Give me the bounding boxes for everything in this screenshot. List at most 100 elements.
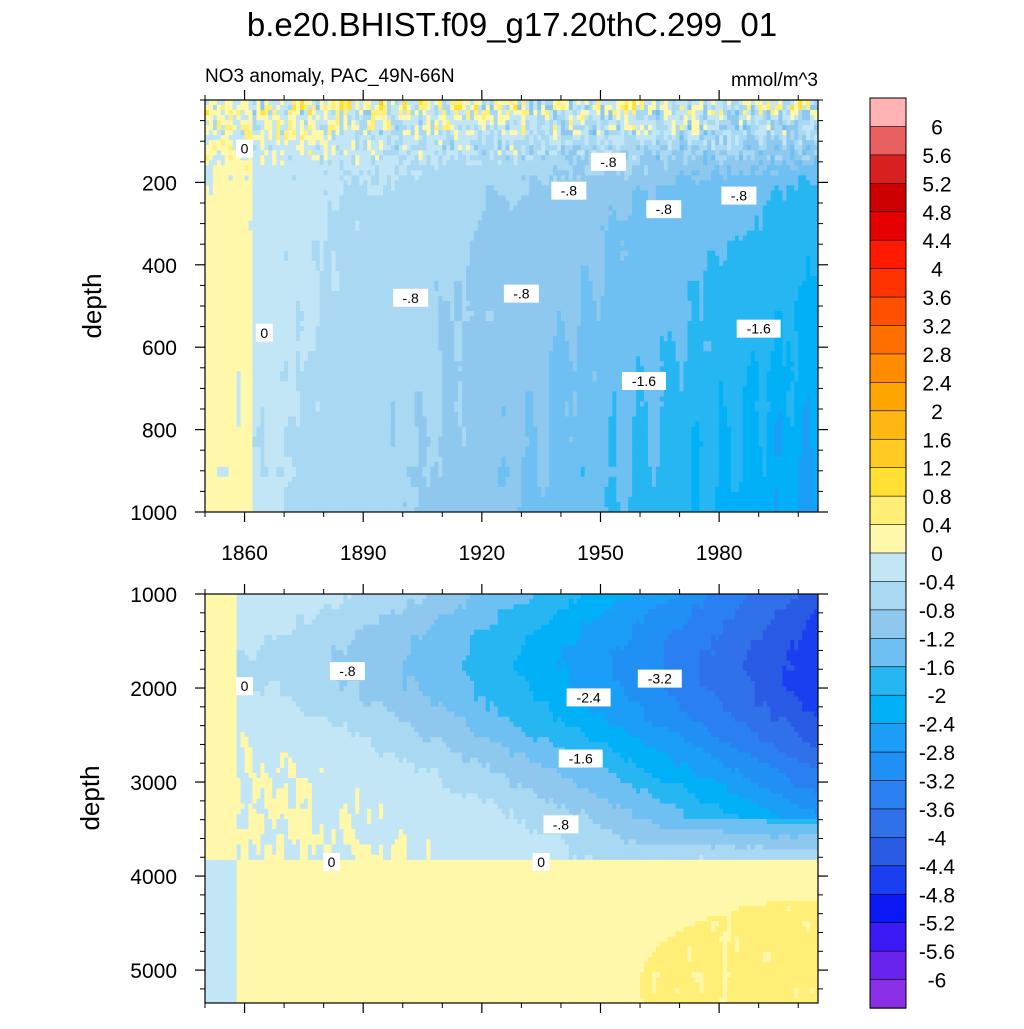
field-cell	[703, 105, 708, 111]
field-cell	[410, 210, 416, 217]
field-cell	[406, 255, 412, 262]
field-cell	[252, 195, 258, 202]
field-cell	[770, 115, 776, 121]
field-cell	[497, 235, 503, 242]
field-cell	[220, 115, 226, 121]
field-cell	[746, 160, 752, 166]
field-cell	[295, 135, 301, 141]
field-cell	[331, 115, 337, 121]
field-cell	[683, 120, 689, 126]
field-cell	[382, 205, 388, 212]
field-cell	[430, 245, 435, 252]
field-cell	[264, 235, 269, 242]
field-cell	[695, 120, 700, 126]
field-cell	[691, 200, 696, 207]
field-cell	[473, 130, 479, 136]
field-cell	[406, 180, 412, 187]
field-cell	[628, 140, 633, 146]
field-cell	[699, 230, 704, 237]
field-cell	[497, 145, 503, 151]
field-cell	[414, 255, 420, 262]
field-cell	[608, 125, 613, 131]
field-cell	[770, 235, 776, 242]
field-cell	[205, 120, 210, 126]
field-cell	[659, 160, 665, 166]
field-cell	[485, 190, 491, 197]
field-cell	[683, 100, 689, 106]
field-cell	[256, 240, 261, 247]
field-cell	[564, 140, 570, 146]
field-cell	[750, 125, 756, 131]
field-cell	[730, 250, 736, 257]
field-cell	[659, 130, 665, 136]
field-cell	[707, 100, 712, 106]
field-cell	[323, 110, 329, 116]
field-cell	[280, 175, 285, 181]
field-cell	[806, 110, 811, 116]
field-cell	[442, 165, 447, 171]
field-cell	[319, 230, 325, 237]
field-cell	[667, 105, 673, 111]
field-cell	[335, 175, 341, 181]
field-cell	[303, 185, 309, 192]
field-cell	[675, 240, 681, 247]
field-cell	[390, 200, 396, 207]
field-cell	[339, 100, 345, 106]
field-cell	[556, 255, 562, 262]
field-cell	[414, 220, 420, 227]
field-cell	[687, 210, 693, 217]
field-cell	[299, 105, 305, 111]
field-cell	[212, 120, 218, 126]
field-cell	[584, 195, 590, 202]
field-cell	[307, 115, 313, 121]
field-cell	[335, 140, 341, 146]
field-cell	[798, 125, 803, 131]
field-cell	[355, 250, 360, 257]
field-cell	[584, 130, 590, 136]
field-cell	[734, 245, 740, 252]
field-cell	[640, 115, 645, 121]
field-cell	[205, 220, 210, 227]
field-cell	[276, 260, 281, 267]
field-cell	[790, 150, 795, 156]
field-cell	[315, 165, 321, 171]
field-cell	[545, 255, 550, 262]
field-cell	[256, 105, 261, 111]
field-cell	[382, 160, 388, 166]
field-cell	[770, 220, 776, 227]
field-cell	[723, 175, 728, 181]
field-cell	[564, 210, 570, 217]
field-cell	[355, 190, 360, 197]
field-cell	[319, 210, 325, 217]
field-cell	[604, 205, 609, 212]
field-cell	[288, 130, 293, 136]
field-cell	[632, 225, 637, 232]
field-cell	[426, 125, 432, 131]
field-cell	[386, 125, 392, 131]
field-cell	[754, 130, 760, 136]
field-cell	[240, 215, 246, 222]
field-cell	[699, 105, 704, 111]
field-cell	[667, 185, 673, 192]
field-cell	[228, 195, 234, 202]
field-cell	[774, 215, 780, 222]
field-cell	[216, 200, 222, 207]
field-cell	[458, 170, 463, 176]
field-cell	[248, 155, 254, 161]
field-cell	[683, 215, 689, 222]
field-cell	[596, 205, 602, 212]
field-cell	[347, 215, 352, 222]
field-cell	[754, 125, 760, 131]
field-cell	[537, 140, 542, 146]
field-cell	[636, 215, 641, 222]
field-cell	[651, 215, 657, 222]
field-cell	[529, 110, 534, 116]
field-cell	[533, 185, 538, 192]
field-cell	[469, 195, 475, 202]
field-cell	[616, 200, 621, 207]
field-cell	[220, 150, 226, 156]
field-cell	[284, 155, 289, 161]
field-cell	[355, 235, 360, 242]
field-cell	[525, 250, 530, 257]
field-cell	[307, 230, 313, 237]
